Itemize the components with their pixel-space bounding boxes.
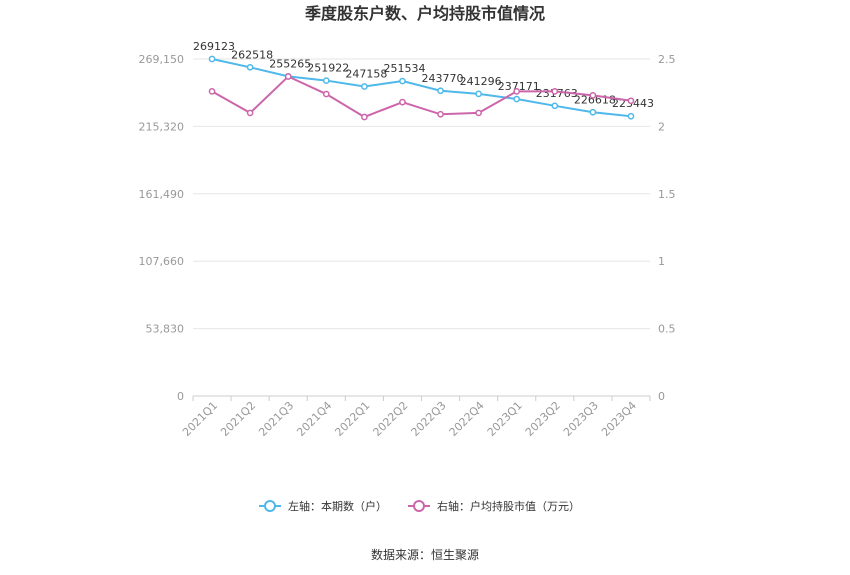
data-source: 数据来源：恒生聚源 — [371, 547, 479, 562]
data-point[interactable] — [322, 77, 330, 84]
x-tick-label: 2022Q4 — [447, 399, 487, 439]
chart-title: 季度股东户数、户均持股市值情况 — [304, 4, 545, 23]
series-line — [211, 58, 632, 118]
left-tick-label: 53,830 — [146, 323, 185, 336]
data-point[interactable] — [246, 109, 254, 117]
data-point[interactable] — [322, 90, 330, 98]
series-layer: 2691232625182552652519222471582515342437… — [193, 40, 654, 121]
data-label: 247158 — [345, 68, 387, 81]
data-label: 243770 — [422, 72, 464, 85]
x-tick-label: 2022Q1 — [332, 399, 372, 439]
data-point[interactable] — [246, 63, 254, 71]
legend[interactable]: 左轴：本期数（户） 右轴：户均持股市值（万元） — [259, 499, 580, 513]
data-label: 255265 — [269, 57, 311, 70]
left-tick-label: 215,320 — [139, 120, 185, 133]
data-point[interactable] — [513, 88, 521, 95]
data-point[interactable] — [399, 98, 406, 106]
data-point[interactable] — [551, 102, 559, 110]
right-tick-label: 1 — [658, 255, 665, 268]
data-point[interactable] — [437, 87, 444, 95]
x-tick-label: 2023Q4 — [599, 399, 639, 439]
x-tick-label: 2021Q3 — [256, 399, 296, 439]
data-point[interactable] — [627, 97, 635, 105]
data-point[interactable] — [475, 109, 482, 117]
right-tick-label: 2.5 — [658, 53, 676, 66]
x-axis: 2021Q12021Q22021Q32021Q42022Q12022Q22022… — [180, 396, 651, 439]
data-label: 251534 — [383, 62, 425, 75]
data-point[interactable] — [399, 77, 406, 85]
series-1: 2691232625182552652519222471582515342437… — [193, 40, 654, 120]
x-tick-label: 2023Q2 — [523, 399, 563, 439]
data-label: 237171 — [498, 80, 540, 93]
left-tick-label: 161,490 — [139, 188, 185, 201]
data-label: 241296 — [460, 75, 502, 88]
data-point[interactable] — [551, 88, 559, 95]
right-axis-ticks: 0 0.5 1 1.5 2 2.5 — [658, 53, 676, 403]
legend-marker — [264, 500, 276, 512]
x-tick-label: 2023Q1 — [485, 399, 525, 439]
data-point[interactable] — [361, 83, 368, 90]
legend-label: 右轴：户均持股市值（万元） — [437, 499, 580, 513]
left-tick-label: 107,660 — [139, 255, 185, 268]
data-label: 262518 — [231, 48, 273, 61]
x-tick-label: 2022Q3 — [409, 399, 449, 439]
right-tick-label: 2 — [658, 120, 665, 133]
left-axis-ticks: 0 53,830 107,660 161,490 215,320 269,150 — [139, 53, 185, 403]
data-point[interactable] — [627, 112, 635, 120]
data-point[interactable] — [513, 95, 521, 103]
legend-item-1[interactable]: 左轴：本期数（户） — [259, 499, 387, 513]
data-point[interactable] — [284, 73, 292, 80]
series-2 — [208, 73, 635, 121]
right-tick-label: 0 — [658, 390, 665, 403]
data-point[interactable] — [437, 110, 444, 118]
data-point[interactable] — [208, 55, 216, 63]
x-tick-label: 2021Q2 — [218, 399, 258, 439]
data-point[interactable] — [361, 113, 368, 121]
series-line — [211, 75, 632, 119]
x-tick-label: 2023Q3 — [561, 399, 601, 439]
data-label: 251922 — [307, 62, 349, 75]
data-point[interactable] — [589, 108, 597, 116]
data-label: 269123 — [193, 40, 235, 53]
x-tick-label: 2021Q4 — [294, 399, 334, 439]
data-point[interactable] — [475, 90, 482, 98]
right-tick-label: 1.5 — [658, 188, 676, 201]
legend-item-2[interactable]: 右轴：户均持股市值（万元） — [408, 499, 580, 513]
x-tick-label: 2021Q1 — [180, 399, 220, 439]
right-tick-label: 0.5 — [658, 323, 676, 336]
left-tick-label: 269,150 — [139, 53, 185, 66]
left-tick-label: 0 — [177, 390, 184, 403]
legend-label: 左轴：本期数（户） — [288, 499, 387, 513]
data-point[interactable] — [208, 88, 216, 95]
data-point[interactable] — [589, 92, 597, 99]
legend-marker — [413, 500, 425, 512]
x-tick-label: 2022Q2 — [371, 399, 411, 439]
